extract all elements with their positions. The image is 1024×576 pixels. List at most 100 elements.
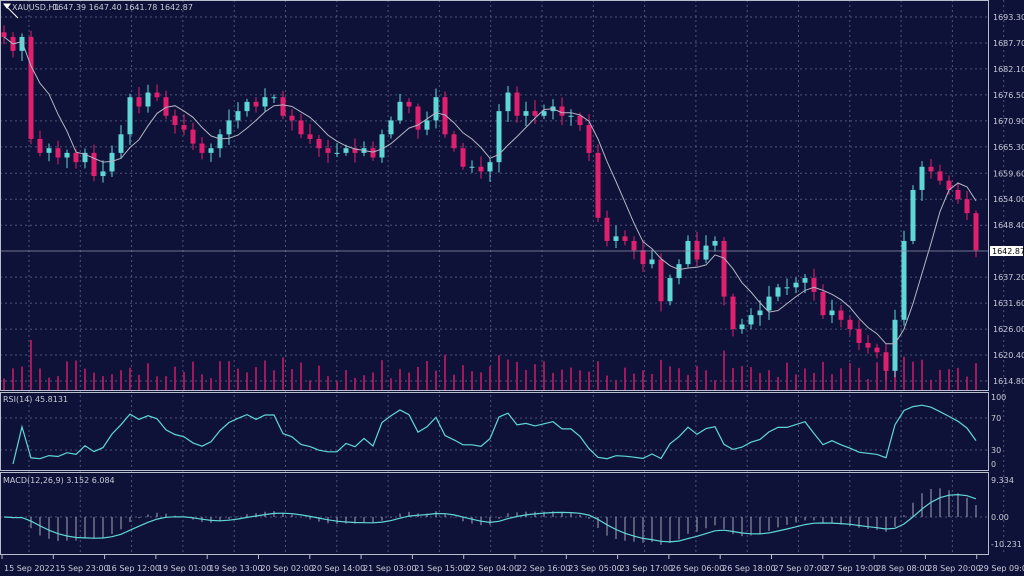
current-price-tag: 1642.87 <box>990 246 1024 256</box>
candles <box>1 25 979 382</box>
candle-body <box>631 240 637 251</box>
candle-body <box>388 120 394 135</box>
time-tick: 27 Sep 07:00 <box>774 564 827 573</box>
volume-bar <box>30 339 32 390</box>
time-tick: 20 Sep 02:00 <box>261 564 314 573</box>
candle-body <box>568 115 574 117</box>
volume-bar <box>21 366 23 390</box>
candle-body <box>55 148 61 158</box>
candle-body <box>838 310 844 320</box>
candle-body <box>721 240 727 297</box>
volume-bar <box>534 364 536 390</box>
candle-body <box>910 189 916 241</box>
price-tick: 1620.40 <box>993 351 1024 360</box>
volume-bar <box>426 360 428 390</box>
candle-body <box>190 129 196 144</box>
volume-bar <box>156 376 158 390</box>
candle-body <box>235 111 241 121</box>
volume-bar <box>750 367 752 390</box>
volume-bar <box>480 372 482 390</box>
volume-bar <box>444 354 446 390</box>
volume-bar <box>543 361 545 390</box>
volume-bar <box>363 375 365 390</box>
ohlc-readout: 1647.39 1647.40 1641.78 1642.87 <box>53 3 193 12</box>
time-tick: 21 Sep 15:00 <box>414 564 467 573</box>
candle-body <box>847 319 853 330</box>
candle-body <box>901 240 907 320</box>
rsi-line <box>12 404 977 465</box>
volume-bar <box>813 372 815 390</box>
candle-body <box>64 152 70 158</box>
pane-frames <box>0 0 989 555</box>
volume-bar <box>462 365 464 390</box>
volume-bar <box>75 360 77 390</box>
volume-bar <box>525 369 527 390</box>
rsi-tick: 100 <box>991 393 1006 402</box>
volume-bar <box>921 359 923 390</box>
volume-bar <box>111 374 113 390</box>
volume-bar <box>804 368 806 390</box>
symbol-arrow-icon <box>3 3 19 19</box>
price-tick: 1682.10 <box>993 65 1024 74</box>
volume-bar <box>579 370 581 390</box>
volume-bar <box>327 376 329 390</box>
candle-body <box>226 120 232 135</box>
time-tick: 21 Sep 03:00 <box>363 564 416 573</box>
candle-body <box>478 166 484 172</box>
volume-bar <box>714 380 716 390</box>
candle-body <box>118 134 124 153</box>
candle-body <box>145 92 151 107</box>
volume-bar <box>210 378 212 390</box>
price-tick: 1626.00 <box>993 325 1024 334</box>
candle-body <box>19 36 25 51</box>
volume-bar <box>138 374 140 390</box>
volume-bar <box>966 376 968 390</box>
volume-bar <box>948 369 950 390</box>
candle-body <box>955 189 961 200</box>
volume-bar <box>858 367 860 390</box>
candle-body <box>973 213 979 251</box>
candle-body <box>658 259 664 302</box>
time-tick: 19 Sep 01:00 <box>158 564 211 573</box>
candle-body <box>460 148 466 167</box>
macd-tick: 0.00 <box>991 513 1009 522</box>
candle-body <box>766 296 772 311</box>
volume-bar <box>822 361 824 390</box>
candle-body <box>829 310 835 316</box>
volume-bar <box>201 374 203 390</box>
price-tick: 1614.80 <box>993 377 1024 386</box>
time-tick: 23 Sep 17:00 <box>620 564 673 573</box>
volume-bar <box>930 379 932 390</box>
candle-body <box>685 240 691 265</box>
candle-body <box>415 106 421 130</box>
time-tick: 26 Sep 18:00 <box>722 564 775 573</box>
time-tick: 23 Sep 05:00 <box>568 564 621 573</box>
candle-body <box>406 101 412 107</box>
candle-body <box>289 115 295 121</box>
volume-bar <box>741 366 743 390</box>
candle-body <box>946 180 952 190</box>
volume-bar <box>939 369 941 390</box>
candle-body <box>712 240 718 246</box>
candle-body <box>217 134 223 149</box>
volume-bar <box>228 361 230 390</box>
current-price-value: 1642.87 <box>992 247 1024 256</box>
candle-body <box>802 278 808 283</box>
volume-bar <box>174 366 176 390</box>
candle-body <box>451 134 457 149</box>
volume-bar <box>417 366 419 390</box>
candle-body <box>586 125 592 153</box>
rsi-tick: 70 <box>991 414 1001 423</box>
volume-bar <box>768 370 770 390</box>
time-tick: 28 Sep 08:00 <box>876 564 929 573</box>
volume-bar <box>507 359 509 390</box>
volume-bar <box>696 366 698 390</box>
macd-pane <box>3 488 977 545</box>
volume-bar <box>372 372 374 390</box>
volume-bar <box>759 373 761 390</box>
volume-bar <box>615 380 617 390</box>
volume-bar <box>300 362 302 390</box>
candle-body <box>928 166 934 172</box>
volume-bar <box>687 374 689 390</box>
